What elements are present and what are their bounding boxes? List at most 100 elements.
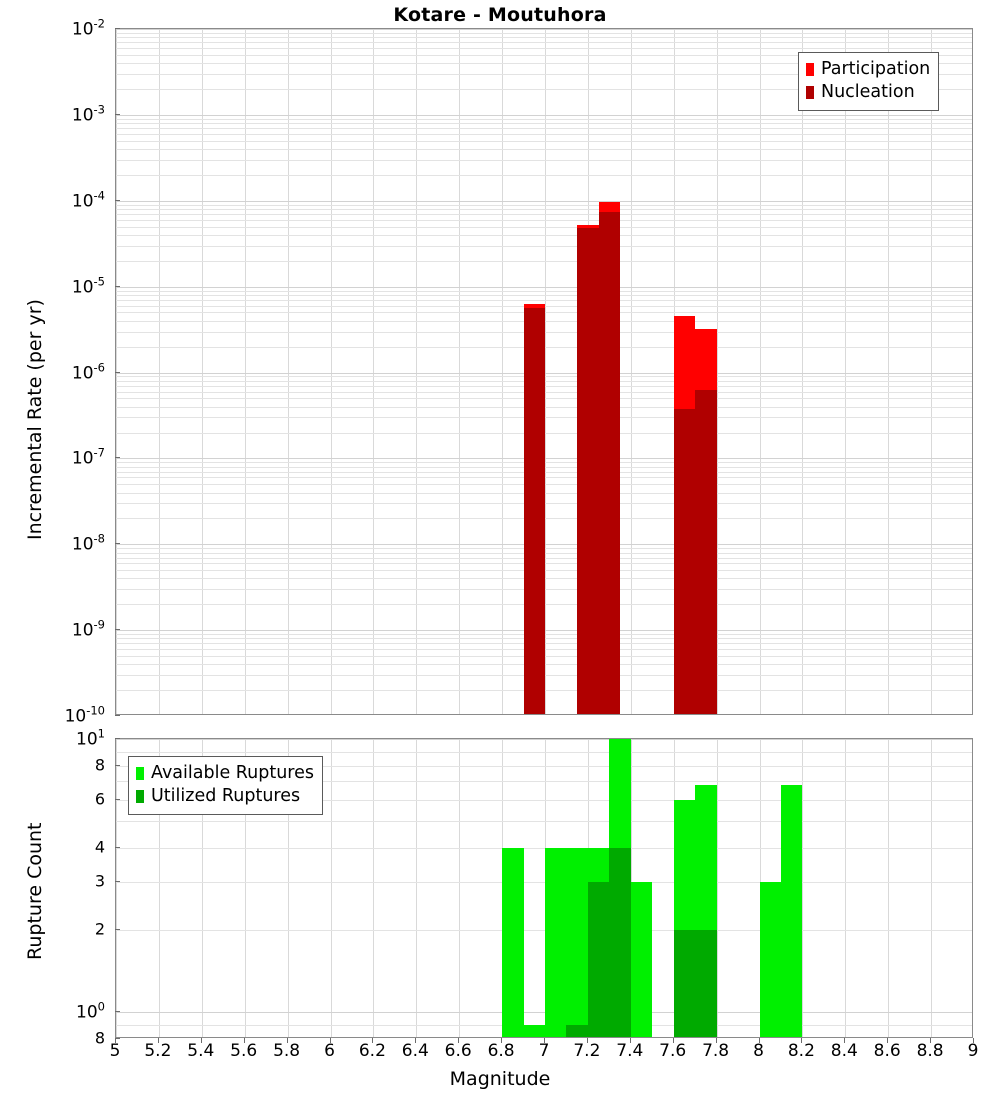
gridline-horizontal (116, 226, 972, 228)
gridline-horizontal (116, 781, 972, 783)
page-title: Kotare - Moutuhora (393, 4, 607, 26)
legend-swatch-available-ruptures (136, 767, 144, 780)
legend-item-utilized-ruptures[interactable]: Utilized Ruptures (136, 785, 314, 808)
gridline-vertical (330, 739, 332, 1037)
y-tickmark-bottom (115, 929, 120, 931)
bar-available-ruptures (502, 847, 524, 1037)
y-tick-label-bottom: 101 (76, 726, 105, 750)
x-tickmark (329, 1038, 331, 1043)
gridline-vertical (287, 739, 289, 1037)
gridline-vertical (459, 29, 461, 714)
bar-available-ruptures (759, 882, 781, 1037)
gridline-vertical (373, 739, 375, 1037)
legend-item-participation[interactable]: Participation (806, 58, 930, 81)
bar-nucleation (577, 228, 599, 714)
gridline-vertical (759, 29, 761, 714)
y-tick-label-bottom: 3 (94, 871, 105, 891)
gridline-horizontal (116, 73, 972, 75)
gridline-horizontal (116, 159, 972, 161)
rupture-count-bars (116, 739, 972, 1037)
bar-nucleation (695, 390, 717, 714)
y-tickmark-top (115, 371, 120, 373)
x-tick-label: 6.6 (444, 1041, 472, 1061)
x-tickmark (544, 1038, 545, 1043)
gridline-vertical (287, 29, 289, 714)
mfd-plot-panel (115, 28, 973, 715)
y-tickmark-top (115, 28, 120, 29)
gridline-horizontal (116, 54, 972, 56)
x-tickmark (715, 1038, 717, 1043)
gridline-vertical (545, 29, 546, 714)
bar-utilized-ruptures (673, 930, 696, 1037)
gridline-horizontal (116, 200, 972, 202)
gridline-horizontal (116, 234, 972, 236)
x-tick-label: 5.2 (144, 1041, 172, 1061)
gridline-horizontal (116, 140, 972, 142)
bar-utilized-ruptures (566, 1025, 588, 1037)
gridline-vertical (330, 29, 332, 714)
y-tickmark-top (115, 199, 120, 201)
gridline-horizontal (116, 299, 972, 301)
x-tick-label: 7.8 (702, 1041, 730, 1061)
x-tickmark (458, 1038, 460, 1043)
x-tickmark (501, 1038, 503, 1043)
x-tick-label: 7.6 (659, 1041, 687, 1061)
gridline-horizontal (116, 37, 972, 39)
y-tick-label-top: 10-7 (71, 446, 105, 469)
x-tickmark (415, 1038, 417, 1043)
x-tickmark (758, 1038, 760, 1043)
x-tickmark (157, 1038, 159, 1043)
x-tick-label: 8.6 (873, 1041, 901, 1061)
gridline-vertical (116, 739, 117, 1037)
x-tick-label: 6.8 (487, 1041, 515, 1061)
gridline-horizontal (116, 32, 972, 34)
gridline-vertical (158, 29, 160, 714)
y-tick-label-top: 10-10 (64, 703, 105, 727)
x-tick-label: 6.2 (358, 1041, 386, 1061)
gridline-vertical (373, 29, 375, 714)
y-tick-label-top: 10-8 (71, 531, 105, 555)
gridline-horizontal (116, 89, 972, 91)
gridline-vertical (244, 29, 246, 714)
y-tickmark-bottom (115, 846, 120, 848)
y-tickmark-bottom (115, 1011, 120, 1013)
gridline-horizontal (116, 260, 972, 262)
y-tick-label-bottom: 8 (94, 1028, 105, 1048)
legend-item-nucleation[interactable]: Nucleation (806, 81, 930, 104)
gridline-horizontal (116, 1012, 972, 1014)
x-tick-label: 7.2 (573, 1041, 601, 1061)
gridline-vertical (888, 29, 890, 714)
y-tick-label-top: 10-6 (71, 360, 105, 383)
y-tick-label-bottom: 2 (94, 919, 105, 939)
gridline-vertical (931, 29, 933, 714)
gridline-horizontal (116, 821, 972, 823)
x-tickmark (115, 1038, 116, 1043)
gridline-horizontal (116, 245, 972, 247)
y-tickmark-bottom (115, 881, 120, 882)
gridline-horizontal (116, 799, 972, 801)
gridline-horizontal (116, 63, 972, 65)
x-tick-label: 5.6 (230, 1041, 258, 1061)
x-tickmark (672, 1038, 674, 1043)
x-tick-label: 8 (753, 1041, 764, 1061)
gridline-horizontal (116, 294, 972, 296)
legend-item-available-ruptures[interactable]: Available Ruptures (136, 762, 314, 785)
gridline-vertical (802, 739, 804, 1037)
bar-utilized-ruptures (695, 930, 717, 1037)
y-tickmark-bottom (115, 764, 120, 766)
x-tick-label: 7 (538, 1041, 550, 1061)
gridline-horizontal (116, 114, 972, 116)
gridline-vertical (416, 739, 418, 1037)
gridline-vertical (459, 739, 461, 1037)
y-tick-label-top: 10-9 (71, 617, 105, 641)
x-tickmark (372, 1038, 374, 1043)
bar-available-ruptures (566, 847, 588, 1037)
legend-mfd: Participation Nucleation (798, 52, 940, 111)
gridline-horizontal (116, 118, 972, 120)
bar-utilized-ruptures (587, 882, 610, 1037)
legend-label-participation: Participation (821, 58, 931, 79)
legend-label-nucleation: Nucleation (821, 81, 915, 102)
y-tickmark-top (115, 629, 120, 631)
gridline-horizontal (116, 174, 972, 176)
